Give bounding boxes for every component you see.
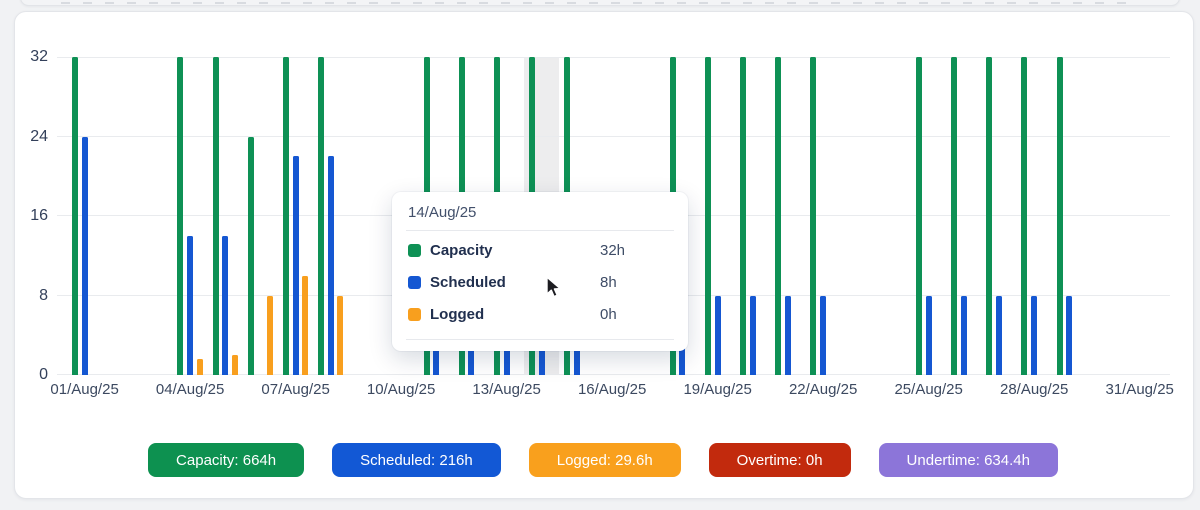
undertime-total-badge[interactable]: Undertime: 634.4h	[878, 443, 1058, 477]
bar-capacity-08[interactable]	[318, 57, 325, 375]
x-tick-10: 10/Aug/25	[366, 381, 436, 398]
mouse-cursor-icon	[546, 276, 561, 298]
bar-logged-07[interactable]	[302, 275, 309, 375]
bar-capacity-04[interactable]	[177, 57, 184, 375]
y-tick-8: 8	[39, 287, 48, 304]
capacity-swatch-icon	[408, 243, 421, 257]
scheduled-swatch-icon	[408, 275, 421, 289]
tooltip-value: 8h	[600, 273, 617, 291]
bar-logged-08[interactable]	[337, 295, 344, 375]
bar-capacity-20[interactable]	[740, 57, 747, 375]
bar-scheduled-07[interactable]	[292, 156, 299, 375]
bar-scheduled-25[interactable]	[925, 295, 932, 375]
bar-scheduled-22[interactable]	[820, 295, 827, 375]
y-tick-16: 16	[30, 207, 48, 224]
bar-scheduled-29[interactable]	[1066, 295, 1073, 375]
logged-swatch-icon	[408, 307, 421, 321]
tooltip-rows: Capacity 32h Scheduled 8h Logged 0h	[392, 231, 688, 334]
x-tick-25: 25/Aug/25	[894, 381, 963, 398]
bar-capacity-26[interactable]	[951, 57, 958, 375]
bar-logged-05[interactable]	[231, 355, 238, 375]
tooltip-value: 32h	[600, 241, 626, 259]
overtime-total-badge[interactable]: Overtime: 0h	[708, 443, 851, 477]
x-tick-01: 01/Aug/25	[50, 381, 119, 398]
bar-capacity-01[interactable]	[71, 57, 78, 375]
x-tick-31: 31/Aug/25	[1105, 381, 1174, 398]
bar-logged-06[interactable]	[267, 295, 274, 375]
y-tick-24: 24	[30, 128, 48, 145]
logged-total-badge[interactable]: Logged: 29.6h	[528, 443, 681, 477]
bar-capacity-06[interactable]	[247, 136, 254, 375]
bar-scheduled-19[interactable]	[714, 295, 721, 375]
bar-logged-04[interactable]	[196, 359, 203, 375]
bar-capacity-29[interactable]	[1056, 57, 1063, 375]
bar-capacity-27[interactable]	[986, 57, 993, 375]
tooltip-label: Capacity	[430, 241, 493, 259]
tooltip-row-scheduled: Scheduled 8h	[408, 266, 672, 298]
x-tick-28: 28/Aug/25	[999, 381, 1069, 398]
scrolled-panel-edge	[20, 0, 1180, 6]
bar-capacity-05[interactable]	[212, 57, 219, 375]
tooltip-label: Logged	[430, 305, 485, 323]
bar-capacity-22[interactable]	[810, 57, 817, 375]
capacity-total-badge[interactable]: Capacity: 664h	[148, 443, 305, 477]
scheduled-total-badge[interactable]: Scheduled: 216h	[332, 443, 501, 477]
gridline-0	[57, 374, 1170, 375]
tooltip-row-logged: Logged 0h	[408, 298, 672, 330]
bar-capacity-25[interactable]	[915, 57, 922, 375]
x-tick-16: 16/Aug/25	[577, 381, 647, 398]
bar-scheduled-28[interactable]	[1031, 295, 1038, 375]
x-tick-13: 13/Aug/25	[472, 381, 541, 398]
bar-capacity-21[interactable]	[775, 57, 782, 375]
bar-scheduled-21[interactable]	[785, 295, 791, 375]
x-tick-07: 07/Aug/25	[261, 381, 330, 398]
gridline-32	[57, 57, 1170, 58]
bar-scheduled-05[interactable]	[222, 235, 229, 375]
bar-capacity-28[interactable]	[1021, 57, 1028, 375]
tooltip-row-capacity: Capacity 32h	[408, 234, 672, 266]
tooltip-label: Scheduled	[430, 273, 506, 291]
x-tick-22: 22/Aug/25	[788, 381, 858, 398]
chart-tooltip: 14/Aug/25 Capacity 32h Scheduled 8h Logg…	[392, 192, 688, 351]
y-tick-32: 32	[30, 48, 48, 65]
bar-capacity-19[interactable]	[704, 57, 711, 375]
bar-scheduled-01[interactable]	[81, 136, 88, 375]
summary-badge-row: Capacity: 664h Scheduled: 216h Logged: 2…	[14, 443, 1192, 477]
tooltip-date: 14/Aug/25	[408, 204, 477, 221]
tooltip-value: 0h	[600, 305, 617, 323]
panel-edge-dashes	[61, 2, 1139, 4]
bar-capacity-07[interactable]	[282, 57, 289, 375]
bar-scheduled-08[interactable]	[327, 156, 334, 375]
x-tick-04: 04/Aug/25	[155, 381, 225, 398]
tooltip-divider	[406, 230, 674, 231]
tooltip-divider	[406, 339, 674, 340]
bar-scheduled-26[interactable]	[960, 295, 967, 375]
bar-scheduled-04[interactable]	[187, 235, 194, 375]
y-tick-0: 0	[39, 366, 48, 383]
x-tick-19: 19/Aug/25	[683, 381, 752, 398]
bar-scheduled-27[interactable]	[996, 295, 1003, 375]
gridline-24	[57, 136, 1170, 137]
bar-scheduled-20[interactable]	[749, 295, 756, 375]
